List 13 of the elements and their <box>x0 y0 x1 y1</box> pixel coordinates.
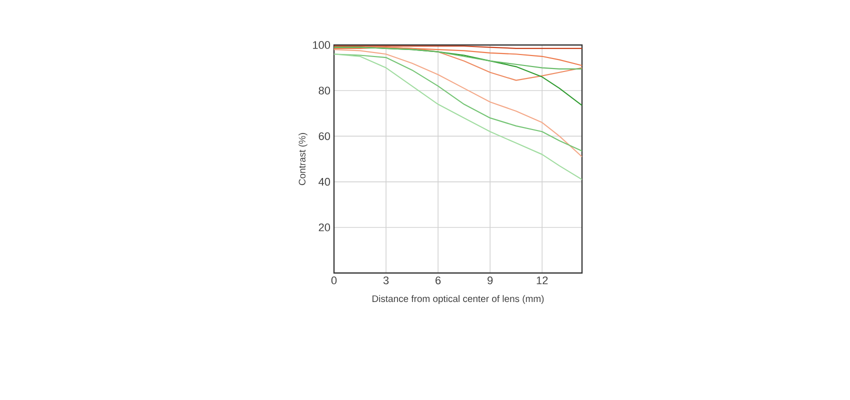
y-tick-label: 40 <box>318 178 330 186</box>
x-tick-label: 3 <box>383 276 389 284</box>
x-tick-label: 9 <box>488 276 493 284</box>
line-series <box>334 54 582 180</box>
y-tick-label: 60 <box>318 132 330 140</box>
y-axis-title: Contrast (%) <box>298 133 308 186</box>
x-tick-label: 12 <box>536 276 548 284</box>
y-tick-label: 20 <box>318 224 330 232</box>
y-tick-label: 100 <box>313 41 330 49</box>
x-tick-label: 0 <box>331 276 337 284</box>
y-tick-label: 80 <box>318 86 330 94</box>
x-tick-label: 6 <box>436 276 441 284</box>
x-axis-title: Distance from optical center of lens (mm) <box>372 295 544 304</box>
